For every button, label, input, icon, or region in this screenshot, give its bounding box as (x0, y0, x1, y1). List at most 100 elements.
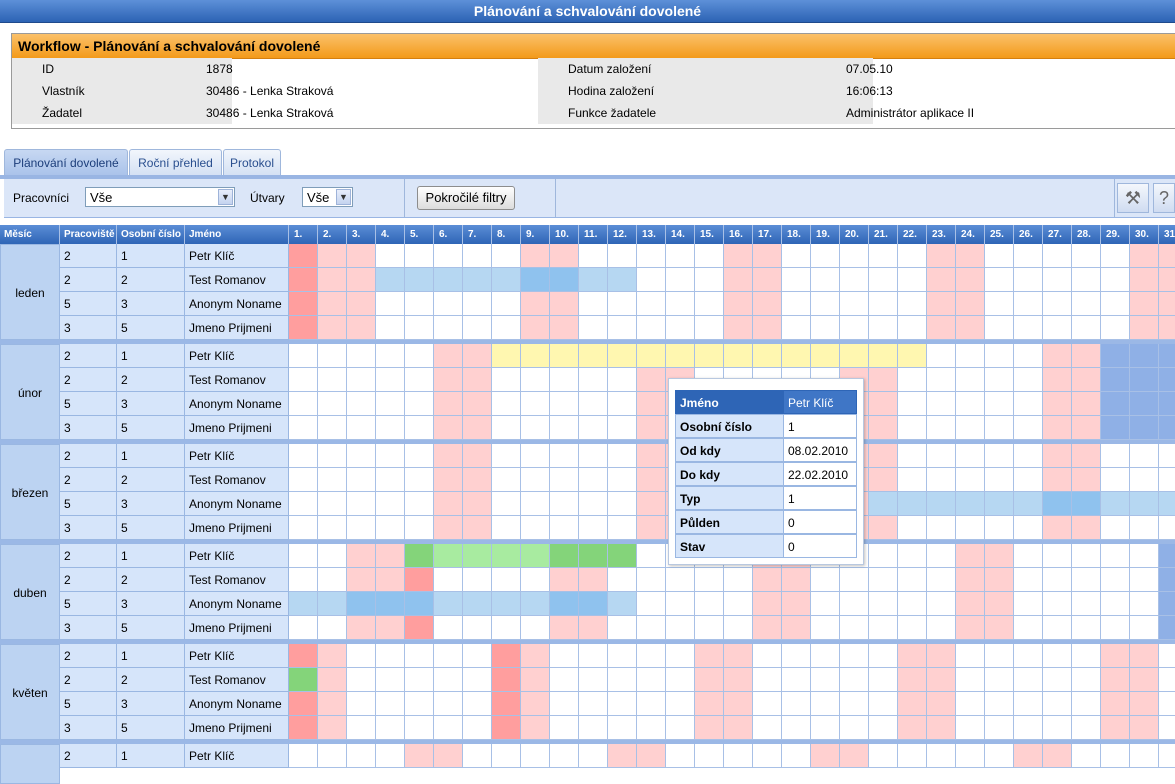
day-cell[interactable] (1043, 368, 1072, 392)
day-cell[interactable] (492, 268, 521, 292)
day-cell[interactable] (521, 668, 550, 692)
day-cell[interactable] (724, 716, 753, 740)
day-cell[interactable] (1130, 592, 1159, 616)
day-cell[interactable] (347, 716, 376, 740)
day-cell[interactable] (1014, 716, 1043, 740)
day-cell[interactable] (869, 744, 898, 768)
day-cell[interactable] (1159, 668, 1175, 692)
day-cell[interactable] (579, 316, 608, 340)
day-cell[interactable] (1130, 368, 1159, 392)
day-cell[interactable] (985, 516, 1014, 540)
day-cell[interactable] (898, 392, 927, 416)
day-cell[interactable] (811, 268, 840, 292)
day-cell[interactable] (608, 644, 637, 668)
day-cell[interactable] (956, 716, 985, 740)
day-cell[interactable] (956, 244, 985, 268)
day-cell[interactable] (1159, 516, 1175, 540)
day-cell[interactable] (724, 668, 753, 692)
day-cell[interactable] (1101, 716, 1130, 740)
day-cell[interactable] (956, 392, 985, 416)
day-cell[interactable] (521, 344, 550, 368)
day-cell[interactable] (347, 468, 376, 492)
day-cell[interactable] (724, 244, 753, 268)
day-cell[interactable] (637, 316, 666, 340)
day-cell[interactable] (1072, 392, 1101, 416)
day-cell[interactable] (376, 468, 405, 492)
day-cell[interactable] (347, 568, 376, 592)
day-cell[interactable] (347, 344, 376, 368)
day-cell[interactable] (1014, 416, 1043, 440)
day-cell[interactable] (405, 544, 434, 568)
day-cell[interactable] (1014, 344, 1043, 368)
day-cell[interactable] (289, 416, 318, 440)
day-cell[interactable] (985, 716, 1014, 740)
day-cell[interactable] (434, 416, 463, 440)
day-cell[interactable] (956, 544, 985, 568)
day-cell[interactable] (347, 444, 376, 468)
day-cell[interactable] (376, 516, 405, 540)
day-cell[interactable] (666, 692, 695, 716)
day-cell[interactable] (811, 244, 840, 268)
day-cell[interactable] (811, 744, 840, 768)
day-cell[interactable] (579, 268, 608, 292)
day-cell[interactable] (1130, 644, 1159, 668)
day-cell[interactable] (1043, 244, 1072, 268)
day-cell[interactable] (753, 316, 782, 340)
day-cell[interactable] (550, 444, 579, 468)
day-cell[interactable] (811, 668, 840, 692)
day-cell[interactable] (405, 268, 434, 292)
day-cell[interactable] (318, 616, 347, 640)
day-cell[interactable] (869, 568, 898, 592)
day-cell[interactable] (550, 668, 579, 692)
day-cell[interactable] (637, 444, 666, 468)
day-cell[interactable] (521, 592, 550, 616)
day-cell[interactable] (985, 616, 1014, 640)
day-cell[interactable] (1159, 244, 1175, 268)
day-cell[interactable] (608, 416, 637, 440)
day-cell[interactable] (463, 592, 492, 616)
day-cell[interactable] (811, 592, 840, 616)
day-cell[interactable] (405, 692, 434, 716)
day-cell[interactable] (492, 644, 521, 668)
day-cell[interactable] (956, 268, 985, 292)
day-cell[interactable] (376, 692, 405, 716)
day-cell[interactable] (1014, 744, 1043, 768)
day-cell[interactable] (637, 644, 666, 668)
day-cell[interactable] (434, 716, 463, 740)
day-cell[interactable] (318, 368, 347, 392)
tools-icon[interactable]: ⚒ (1117, 183, 1149, 213)
day-cell[interactable] (376, 392, 405, 416)
day-cell[interactable] (492, 416, 521, 440)
day-cell[interactable] (434, 344, 463, 368)
day-cell[interactable] (521, 244, 550, 268)
day-cell[interactable] (869, 368, 898, 392)
day-cell[interactable] (927, 244, 956, 268)
day-cell[interactable] (637, 692, 666, 716)
day-cell[interactable] (985, 644, 1014, 668)
day-cell[interactable] (463, 568, 492, 592)
day-cell[interactable] (405, 244, 434, 268)
day-cell[interactable] (579, 292, 608, 316)
day-cell[interactable] (985, 468, 1014, 492)
day-cell[interactable] (985, 392, 1014, 416)
day-cell[interactable] (521, 416, 550, 440)
day-cell[interactable] (637, 568, 666, 592)
day-cell[interactable] (1014, 592, 1043, 616)
day-cell[interactable] (492, 616, 521, 640)
day-cell[interactable] (579, 644, 608, 668)
day-cell[interactable] (1072, 668, 1101, 692)
day-cell[interactable] (1014, 616, 1043, 640)
day-cell[interactable] (927, 268, 956, 292)
day-cell[interactable] (695, 568, 724, 592)
day-cell[interactable] (695, 716, 724, 740)
day-cell[interactable] (898, 692, 927, 716)
day-cell[interactable] (1130, 516, 1159, 540)
day-cell[interactable] (956, 644, 985, 668)
day-cell[interactable] (1072, 368, 1101, 392)
day-cell[interactable] (318, 444, 347, 468)
day-cell[interactable] (898, 592, 927, 616)
day-cell[interactable] (347, 616, 376, 640)
day-cell[interactable] (898, 468, 927, 492)
day-cell[interactable] (724, 268, 753, 292)
day-cell[interactable] (550, 292, 579, 316)
